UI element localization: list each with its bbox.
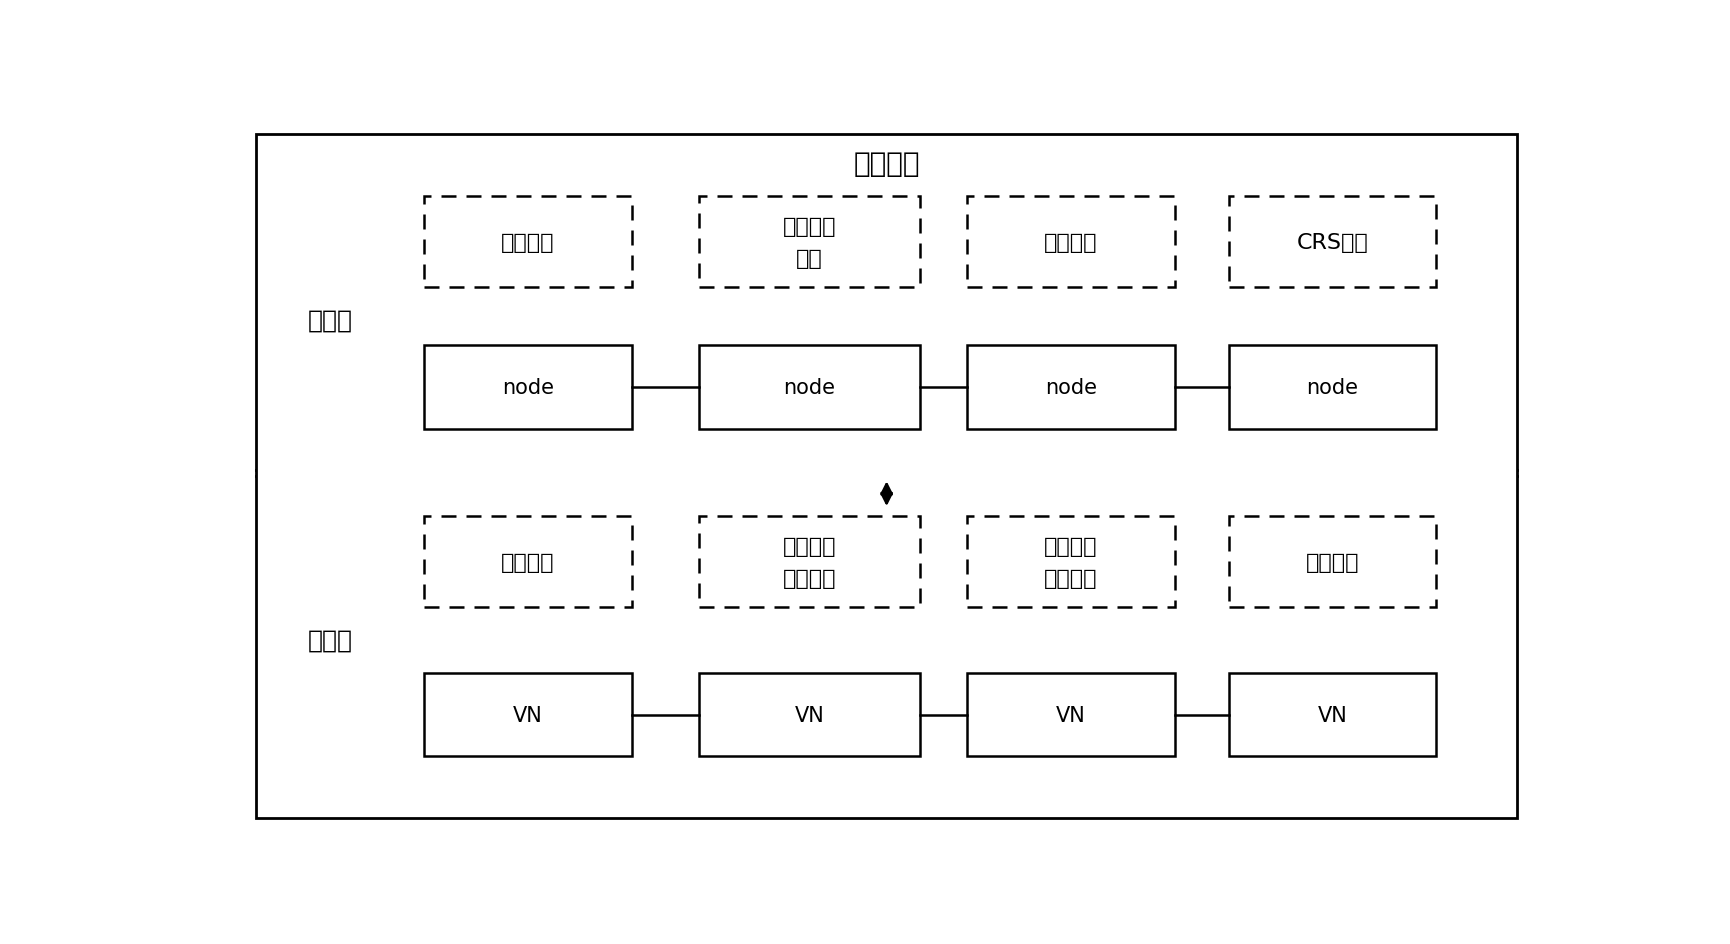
Bar xyxy=(1228,346,1436,430)
Text: node: node xyxy=(1045,378,1097,397)
Text: 追溯: 追溯 xyxy=(796,248,823,268)
Bar xyxy=(1228,673,1436,756)
Text: CRS管理: CRS管理 xyxy=(1296,232,1368,252)
Text: 交通云: 交通云 xyxy=(308,309,353,332)
Text: 恶意节点: 恶意节点 xyxy=(782,216,836,236)
Text: 服务资源: 服务资源 xyxy=(782,536,836,556)
Text: 访问控制: 访问控制 xyxy=(1045,568,1099,588)
Bar xyxy=(424,197,631,288)
Bar xyxy=(967,673,1175,756)
Text: 系统架构: 系统架构 xyxy=(853,150,920,178)
Text: VN: VN xyxy=(1055,705,1086,725)
Text: 匿名管理: 匿名管理 xyxy=(1306,552,1360,572)
Text: 匿名认证: 匿名认证 xyxy=(502,552,555,572)
Text: 访问控制: 访问控制 xyxy=(782,568,836,588)
Bar xyxy=(699,197,920,288)
Bar xyxy=(424,516,631,608)
Bar xyxy=(967,516,1175,608)
Bar xyxy=(1228,516,1436,608)
Text: node: node xyxy=(502,378,554,397)
Text: 身份认证: 身份认证 xyxy=(502,232,555,252)
Text: VN: VN xyxy=(1318,705,1348,725)
Bar xyxy=(424,673,631,756)
Bar xyxy=(699,516,920,608)
Bar xyxy=(699,346,920,430)
Text: 数据资源: 数据资源 xyxy=(1045,536,1099,556)
Bar xyxy=(967,197,1175,288)
Text: VN: VN xyxy=(514,705,543,725)
Text: node: node xyxy=(1306,378,1358,397)
Bar xyxy=(424,346,631,430)
Text: VN: VN xyxy=(794,705,825,725)
Bar xyxy=(699,673,920,756)
Text: 车辆链: 车辆链 xyxy=(308,629,353,652)
Bar xyxy=(1228,197,1436,288)
Text: node: node xyxy=(784,378,836,397)
Bar xyxy=(967,346,1175,430)
Text: 假名注册: 假名注册 xyxy=(1045,232,1099,252)
